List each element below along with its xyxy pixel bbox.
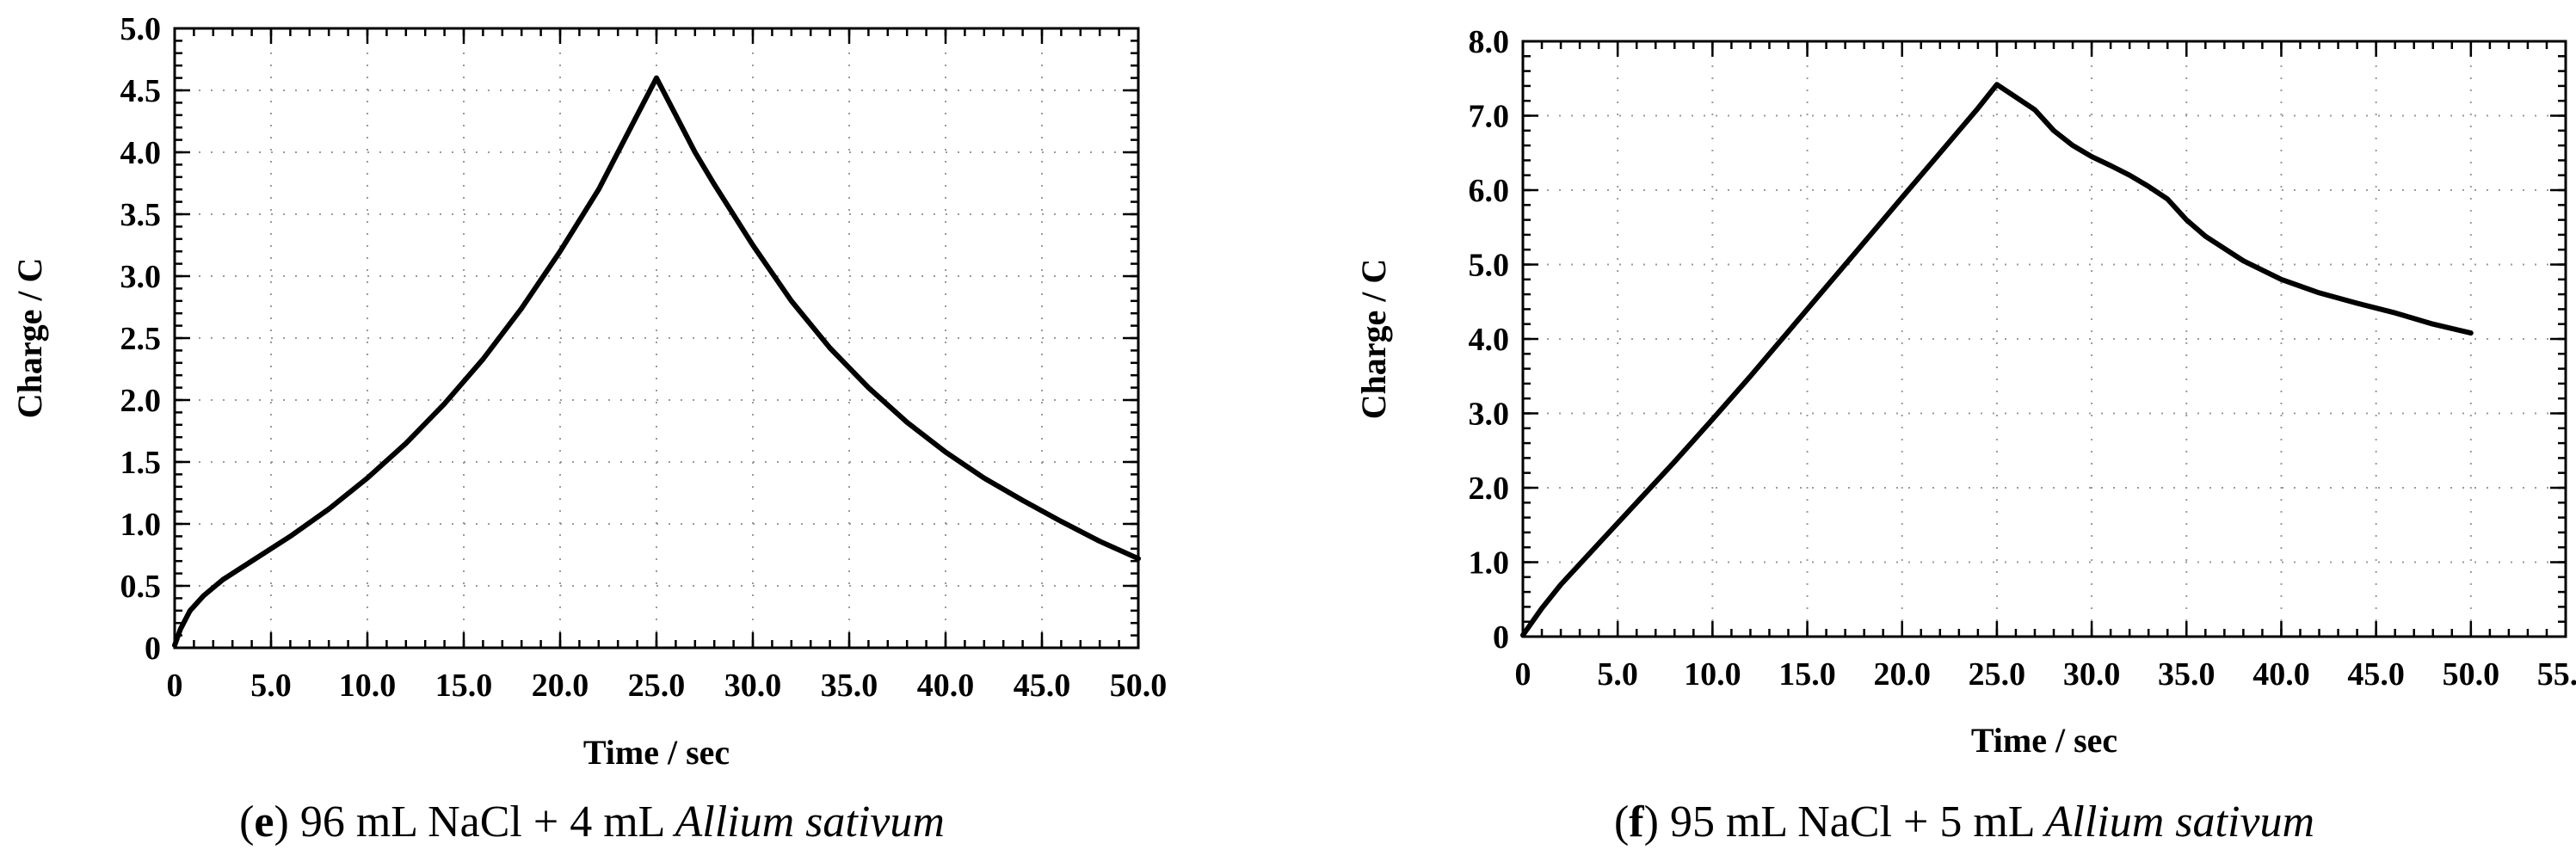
caption-e: (e) 96 mL NaCl + 4 mL Allium sativum <box>239 797 945 847</box>
grid-e <box>175 28 1138 648</box>
x-axis-title-f: Time / sec <box>1971 721 2117 760</box>
x-tick-label: 5.0 <box>1597 656 1638 693</box>
y-tick-label: 2.0 <box>1469 471 1510 507</box>
x-tick-label: 10.0 <box>339 668 397 704</box>
x-tick-label: 20.0 <box>532 668 589 704</box>
chart-panel-f: 0 5.0 10.0 15.0 20.0 25.0 30.0 35.0 40.0 45.0 50.0… <box>1354 24 2576 847</box>
y-tick-label: 0 <box>1493 619 1509 656</box>
caption-letter-e: e <box>254 797 274 847</box>
y-tick-label: 4.0 <box>120 135 162 171</box>
x-tick-label: 0 <box>167 668 183 704</box>
x-tick-label: 15.0 <box>1778 656 1836 693</box>
caption-species-e: Allium sativum <box>672 797 944 847</box>
x-tick-label: 35.0 <box>821 668 878 704</box>
x-tick-label: 50.0 <box>1110 668 1168 704</box>
x-tick-label: 30.0 <box>724 668 782 704</box>
y-tick-label: 4.0 <box>1469 322 1510 358</box>
y-tick-label: 2.5 <box>120 321 162 357</box>
y-axis-title-e: Charge / C <box>10 258 49 419</box>
x-tick-label: 20.0 <box>1873 656 1931 693</box>
y-tick-label: 5.0 <box>120 11 162 47</box>
y-tick-label: 1.0 <box>120 507 162 543</box>
x-tick-label: 10.0 <box>1684 656 1741 693</box>
x-tick-label: 40.0 <box>917 668 975 704</box>
x-axis-title-e: Time / sec <box>583 733 730 772</box>
x-tick-label: 45.0 <box>1014 668 1071 704</box>
y-tick-label: 4.5 <box>120 73 162 109</box>
x-tick-label: 0 <box>1515 656 1531 693</box>
x-tick-label: 5.0 <box>250 668 292 704</box>
y-tick-label: 1.0 <box>1469 545 1510 582</box>
tick-labels-f: 0 5.0 10.0 15.0 20.0 25.0 30.0 35.0 40.0 45.0 50.0… <box>1469 24 2576 693</box>
tick-labels-e: 0 5.0 10.0 15.0 20.0 25.0 30.0 35.0 40.0 45.0 50.0… <box>120 11 1168 704</box>
y-axis-title-f: Charge / C <box>1354 259 1393 420</box>
y-tick-label: 0.5 <box>120 569 162 605</box>
x-tick-label: 25.0 <box>1969 656 2026 693</box>
caption-text-f: 95 mL NaCl + 5 mL <box>1670 797 2045 847</box>
plot-frame-f <box>1521 40 2567 638</box>
series-line-f <box>1520 82 2474 638</box>
series-line-e <box>172 75 1141 649</box>
x-tick-label: 55.0 <box>2537 656 2576 693</box>
x-tick-label: 45.0 <box>2347 656 2405 693</box>
y-tick-label: 1.5 <box>120 445 162 481</box>
y-tick-label: 3.0 <box>1469 397 1510 433</box>
x-tick-label: 35.0 <box>2158 656 2215 693</box>
x-tick-label: 40.0 <box>2252 656 2310 693</box>
y-tick-label: 3.0 <box>120 259 162 295</box>
y-tick-label: 8.0 <box>1469 24 1510 60</box>
y-tick-label: 3.5 <box>120 197 162 233</box>
chart-panel-e: 0 5.0 10.0 15.0 20.0 25.0 30.0 35.0 40.0 45.0 50.0… <box>10 11 1167 847</box>
caption-letter-f: f <box>1629 797 1644 847</box>
x-tick-label: 15.0 <box>435 668 493 704</box>
y-tick-label: 6.0 <box>1469 173 1510 209</box>
ticks-f <box>1521 40 2567 638</box>
y-tick-label: 0 <box>145 631 161 667</box>
y-tick-label: 5.0 <box>1469 248 1510 284</box>
y-tick-label: 2.0 <box>120 383 162 419</box>
caption-text-e: 96 mL NaCl + 4 mL <box>300 797 675 847</box>
x-tick-label: 30.0 <box>2063 656 2121 693</box>
x-tick-label: 25.0 <box>628 668 686 704</box>
y-tick-label: 7.0 <box>1469 99 1510 135</box>
caption-f: (f) 95 mL NaCl + 5 mL Allium sativum <box>1614 797 2314 847</box>
grid-f <box>1523 41 2566 637</box>
plot-frame-e <box>173 27 1140 650</box>
x-tick-label: 50.0 <box>2443 656 2500 693</box>
caption-species-f: Allium sativum <box>2043 797 2314 847</box>
